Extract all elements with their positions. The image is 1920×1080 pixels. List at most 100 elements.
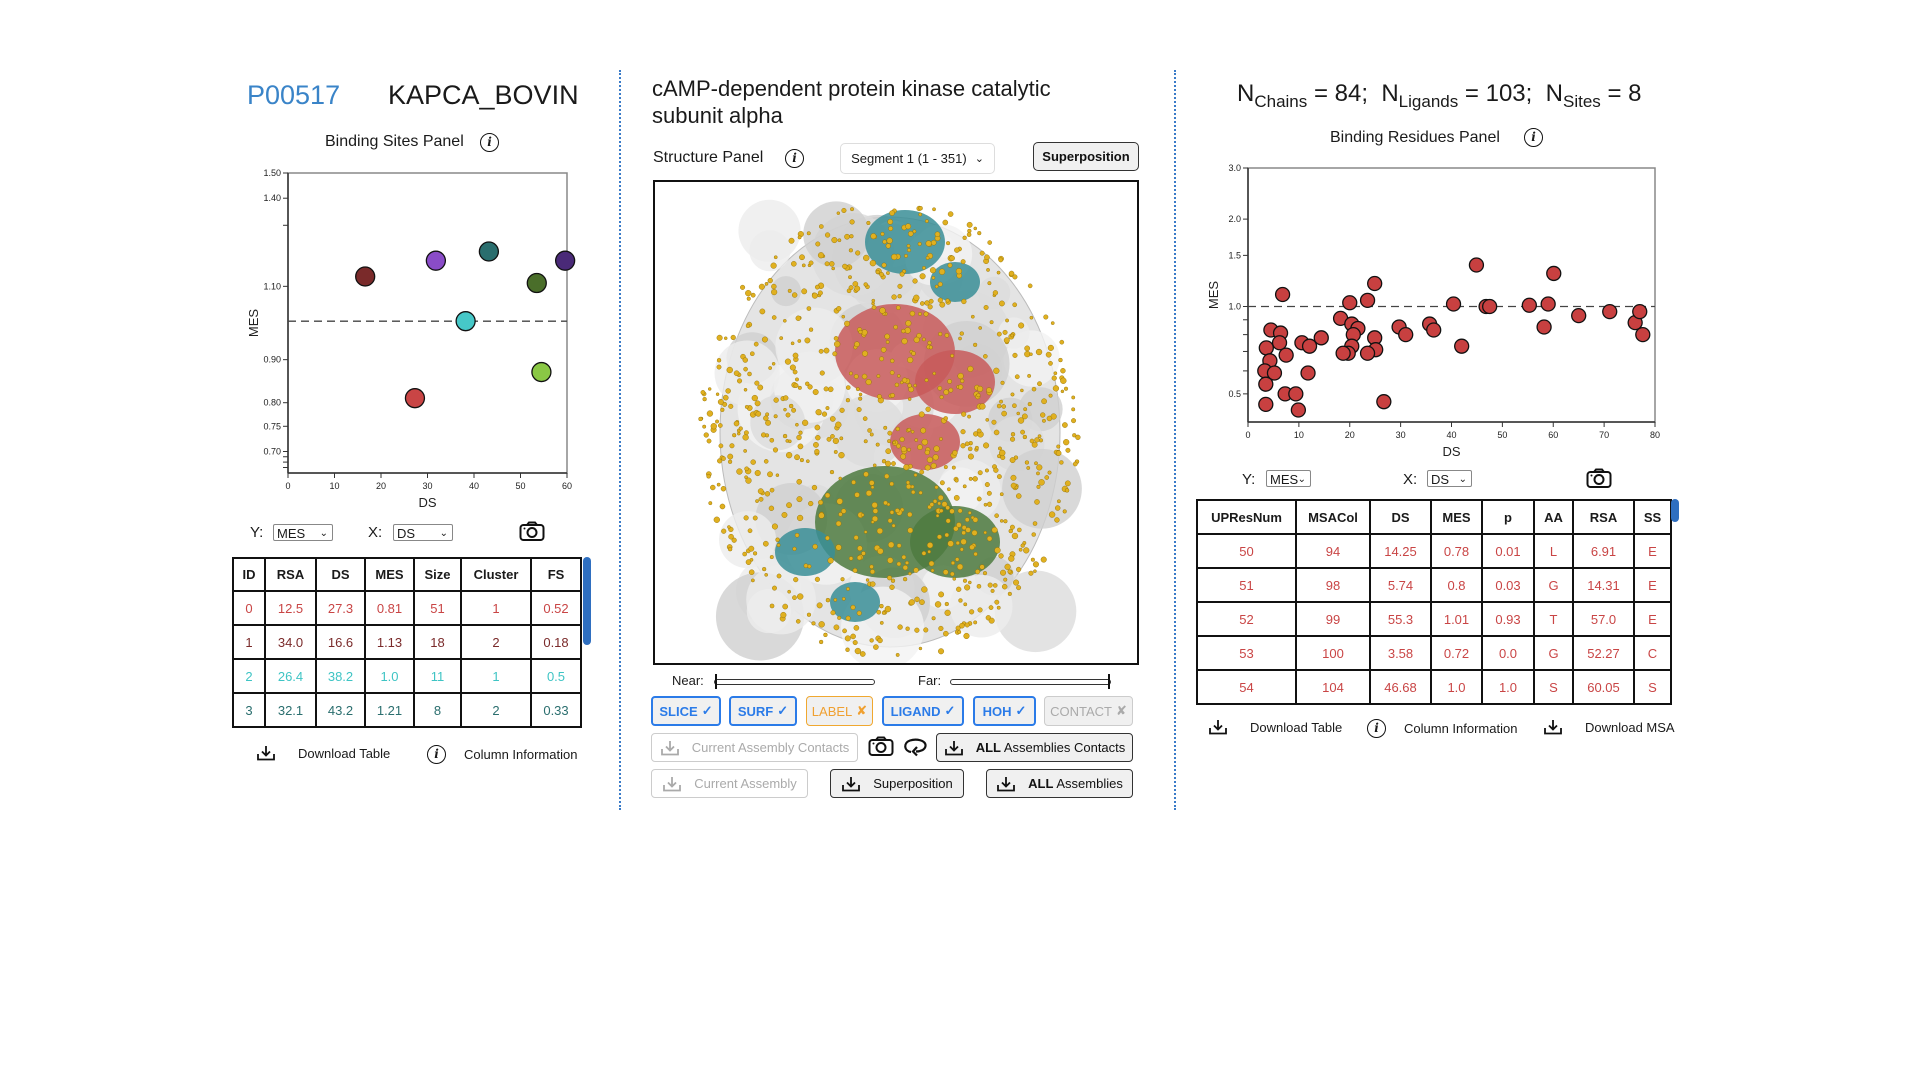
data-point[interactable] bbox=[1445, 296, 1462, 312]
download-table-link[interactable]: Download Table bbox=[256, 745, 390, 761]
column-header[interactable]: Size bbox=[413, 557, 462, 592]
table-scrollbar[interactable] bbox=[1671, 499, 1679, 522]
data-point[interactable] bbox=[1290, 402, 1307, 418]
table-row[interactable]: 51 98 5.74 0.8 0.03 G 14.31 E bbox=[1196, 567, 1672, 603]
info-icon[interactable]: i bbox=[1524, 128, 1543, 147]
table-row[interactable]: 0 12.5 27.3 0.81 51 1 0.52 bbox=[232, 590, 582, 626]
data-point[interactable] bbox=[1482, 298, 1498, 315]
data-point[interactable] bbox=[1376, 394, 1392, 410]
data-point[interactable] bbox=[1335, 345, 1351, 361]
camera-icon[interactable] bbox=[1586, 468, 1612, 489]
column-header[interactable]: MES bbox=[1430, 499, 1483, 535]
far-slider[interactable] bbox=[950, 674, 1111, 689]
column-header[interactable]: p bbox=[1481, 499, 1535, 535]
camera-icon[interactable] bbox=[868, 736, 894, 757]
data-point[interactable] bbox=[1454, 338, 1470, 354]
column-header[interactable]: MSACol bbox=[1295, 499, 1371, 535]
data-point[interactable] bbox=[404, 388, 426, 409]
data-point[interactable] bbox=[1313, 330, 1329, 346]
data-point[interactable] bbox=[1274, 286, 1291, 303]
data-point[interactable] bbox=[1258, 340, 1274, 356]
data-point[interactable] bbox=[455, 311, 476, 332]
near-slider[interactable] bbox=[714, 674, 875, 689]
download-all-assemblies-contacts-button[interactable]: ALL Assemblies Contacts bbox=[936, 733, 1133, 762]
column-header[interactable]: MES bbox=[364, 557, 415, 592]
data-point[interactable] bbox=[1635, 326, 1651, 343]
rotate-icon[interactable] bbox=[902, 737, 928, 757]
toggle-ligand[interactable]: LIGAND ✓ bbox=[882, 696, 964, 726]
data-point[interactable] bbox=[355, 266, 376, 287]
data-point[interactable] bbox=[526, 272, 547, 294]
data-point[interactable] bbox=[1602, 303, 1618, 320]
data-point[interactable] bbox=[1266, 365, 1283, 381]
download-table-link[interactable]: Download Table bbox=[1208, 719, 1342, 735]
column-header[interactable]: UPResNum bbox=[1196, 499, 1297, 535]
data-point[interactable] bbox=[1571, 307, 1587, 324]
far-slider-thumb[interactable] bbox=[1108, 674, 1110, 689]
y-axis-select[interactable]: MES ⌄ bbox=[1266, 470, 1311, 487]
data-point[interactable] bbox=[1278, 347, 1294, 363]
toggle-contact[interactable]: CONTACT ✘ bbox=[1044, 696, 1133, 726]
data-point[interactable] bbox=[1398, 326, 1414, 343]
y-axis-select[interactable]: MES ⌄ bbox=[273, 524, 333, 541]
structure-viewer[interactable] bbox=[653, 180, 1139, 665]
data-point[interactable] bbox=[1271, 335, 1288, 351]
download-superposition-button[interactable]: Superposition bbox=[830, 769, 964, 798]
data-point[interactable] bbox=[1536, 319, 1552, 335]
column-header[interactable]: AA bbox=[1533, 499, 1574, 535]
data-point[interactable] bbox=[425, 250, 447, 271]
table-row[interactable]: 3 32.1 43.2 1.21 8 2 0.33 bbox=[232, 692, 582, 728]
column-information-link[interactable]: i Column Information bbox=[1367, 719, 1517, 738]
toggle-label[interactable]: LABEL ✘ bbox=[806, 696, 873, 726]
table-row[interactable]: 2 26.4 38.2 1.0 11 1 0.5 bbox=[232, 658, 582, 694]
column-header[interactable]: RSA bbox=[264, 557, 317, 592]
download-current-assembly-button[interactable]: Current Assembly bbox=[651, 769, 808, 798]
table-scrollbar[interactable] bbox=[583, 557, 591, 645]
column-header[interactable]: ID bbox=[232, 557, 266, 592]
data-point[interactable] bbox=[1359, 345, 1376, 361]
info-icon[interactable]: i bbox=[480, 133, 499, 152]
data-point[interactable] bbox=[478, 241, 500, 262]
column-header[interactable]: FS bbox=[530, 557, 582, 592]
data-point[interactable] bbox=[1258, 396, 1274, 413]
data-point[interactable] bbox=[1426, 322, 1442, 338]
data-point[interactable] bbox=[1342, 295, 1358, 311]
camera-icon[interactable] bbox=[519, 521, 545, 542]
data-point[interactable] bbox=[1301, 338, 1318, 354]
download-current-assembly-contacts-button[interactable]: Current Assembly Contacts bbox=[651, 733, 858, 762]
table-row[interactable]: 1 34.0 16.6 1.13 18 2 0.18 bbox=[232, 624, 582, 660]
data-point[interactable] bbox=[1468, 257, 1485, 273]
superposition-button[interactable]: Superposition bbox=[1033, 142, 1139, 171]
x-axis-select[interactable]: DS ⌄ bbox=[393, 524, 453, 541]
column-header[interactable]: RSA bbox=[1572, 499, 1635, 535]
data-point[interactable] bbox=[1359, 292, 1376, 308]
data-point[interactable] bbox=[531, 361, 552, 383]
column-header[interactable]: SS bbox=[1633, 499, 1672, 535]
toggle-surf[interactable]: SURF ✓ bbox=[729, 696, 797, 726]
toggle-slice[interactable]: SLICE ✓ bbox=[651, 696, 721, 726]
uniprot-accession-link[interactable]: P00517 bbox=[247, 80, 341, 110]
download-msa-link[interactable]: Download MSA bbox=[1543, 719, 1675, 735]
data-point[interactable] bbox=[1258, 376, 1274, 392]
table-row[interactable]: 52 99 55.3 1.01 0.93 T 57.0 E bbox=[1196, 601, 1672, 637]
data-point[interactable] bbox=[554, 250, 576, 271]
x-axis-select[interactable]: DS ⌄ bbox=[1427, 470, 1472, 487]
near-slider-thumb[interactable] bbox=[715, 674, 717, 689]
data-point[interactable] bbox=[1521, 297, 1537, 313]
column-header[interactable]: DS bbox=[315, 557, 366, 592]
column-header[interactable]: Cluster bbox=[460, 557, 532, 592]
toggle-hoh[interactable]: HOH ✓ bbox=[973, 696, 1036, 726]
data-point[interactable] bbox=[1540, 296, 1556, 312]
column-header[interactable]: DS bbox=[1369, 499, 1432, 535]
data-point[interactable] bbox=[1546, 265, 1562, 282]
column-information-link[interactable]: i Column Information bbox=[427, 745, 577, 764]
info-icon[interactable]: i bbox=[785, 149, 804, 168]
data-point[interactable] bbox=[1300, 365, 1316, 381]
data-point[interactable] bbox=[1632, 303, 1648, 320]
table-row[interactable]: 50 94 14.25 0.78 0.01 L 6.91 E bbox=[1196, 533, 1672, 569]
segment-select[interactable]: Segment 1 (1 - 351) ⌄ bbox=[840, 143, 995, 174]
data-point[interactable] bbox=[1288, 386, 1304, 402]
download-all-assemblies-button[interactable]: ALL Assemblies bbox=[986, 769, 1133, 798]
table-row[interactable]: 54 104 46.68 1.0 1.0 S 60.05 S bbox=[1196, 669, 1672, 705]
table-row[interactable]: 53 100 3.58 0.72 0.0 G 52.27 C bbox=[1196, 635, 1672, 671]
